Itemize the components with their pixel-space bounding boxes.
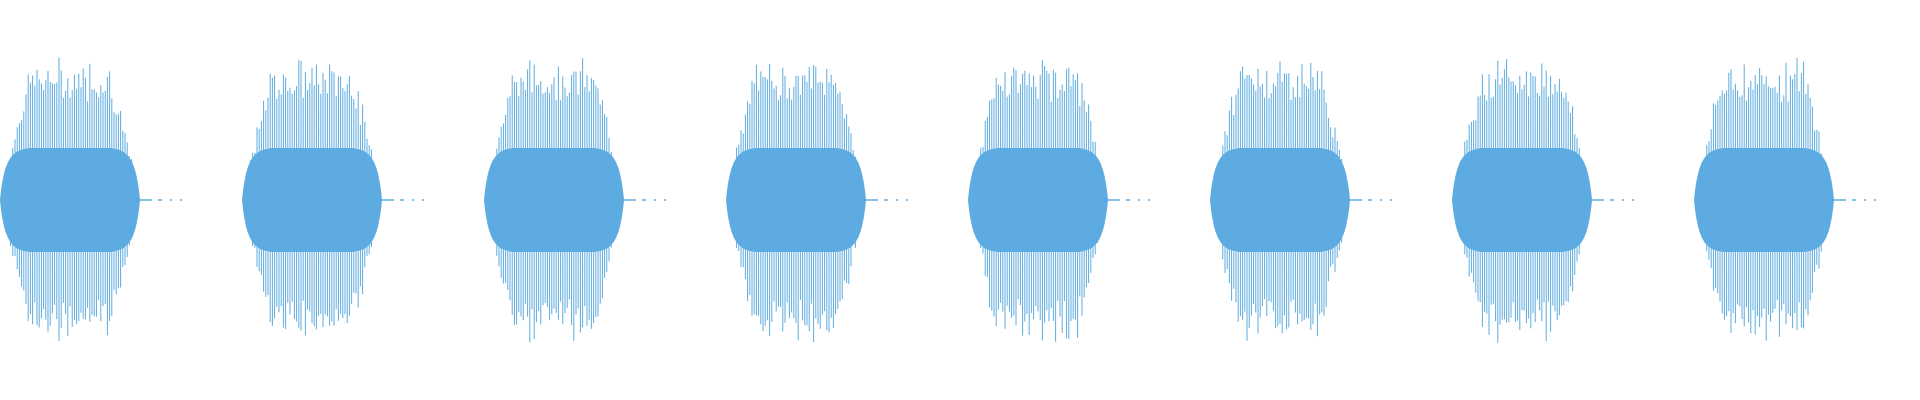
burst-spikes <box>971 60 1103 342</box>
waveform-burst-5 <box>968 60 1150 342</box>
burst-spikes <box>1697 57 1829 341</box>
burst-spikes <box>1455 59 1587 343</box>
burst-spikes <box>1213 61 1345 341</box>
waveform-burst-2 <box>242 59 424 336</box>
waveform-burst-4 <box>726 64 908 343</box>
waveform-burst-8 <box>1694 57 1876 341</box>
waveform-burst-3 <box>484 58 666 343</box>
burst-spikes <box>487 58 619 343</box>
burst-spikes <box>729 64 861 343</box>
waveform-burst-6 <box>1210 61 1392 341</box>
waveform-bursts <box>0 57 1876 343</box>
waveform-burst-1 <box>0 57 182 341</box>
burst-spikes <box>245 59 379 336</box>
waveform-burst-7 <box>1452 59 1634 343</box>
burst-spikes <box>3 57 135 341</box>
